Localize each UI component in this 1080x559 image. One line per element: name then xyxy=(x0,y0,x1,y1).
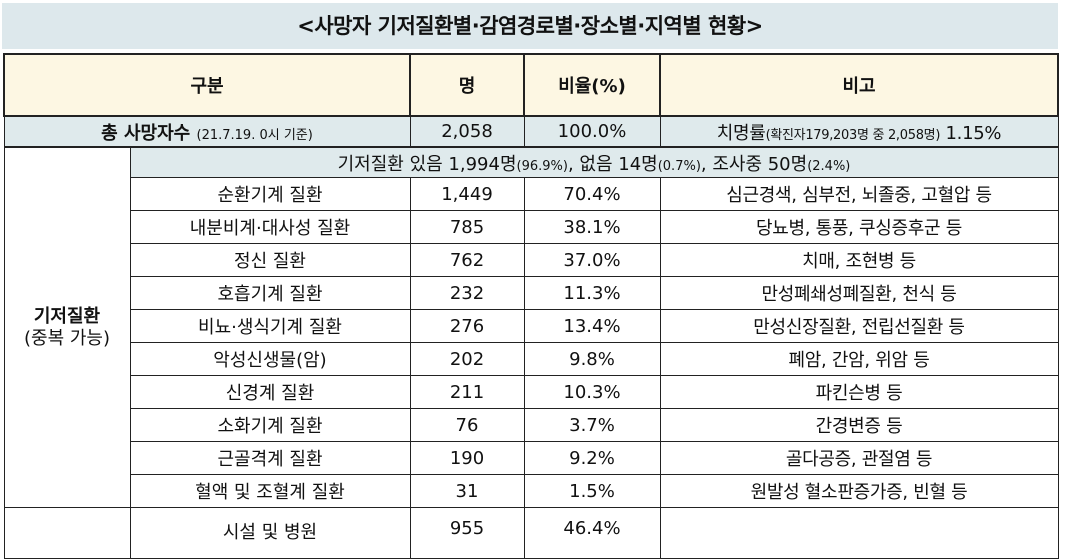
condition-ratio: 37.0% xyxy=(523,243,661,277)
condition-name: 호흡기계 질환 xyxy=(129,276,411,310)
underlying-group-title: 기저질환 xyxy=(33,305,101,327)
total-deaths-count: 2,058 xyxy=(409,115,525,148)
condition-count: 1,449 xyxy=(409,177,525,211)
fatality-rate-label: 치명률 xyxy=(716,122,766,144)
table-row: 혈액 및 조혈계 질환 31 1.5% 원발성 혈소판증가증, 빈혈 등 xyxy=(4,474,1059,508)
condition-count: 31 xyxy=(409,474,525,508)
condition-name: 근골격계 질환 xyxy=(129,441,411,475)
table-row: 신경계 질환 211 10.3% 파킨슨병 등 xyxy=(4,375,1059,409)
condition-name: 순환기계 질환 xyxy=(129,177,411,211)
underlying-group-label: 기저질환 (중복 가능) xyxy=(3,146,131,508)
header-note: 비고 xyxy=(659,53,1059,117)
condition-note: 당뇨병, 통풍, 쿠싱증후군 등 xyxy=(659,210,1059,244)
table-row: 악성신생물(암) 202 9.8% 폐암, 간암, 위암 등 xyxy=(4,342,1059,376)
condition-count: 190 xyxy=(409,441,525,475)
summary-with-condition-pct: (96.9%) xyxy=(516,158,568,174)
condition-ratio: 11.3% xyxy=(523,276,661,310)
condition-ratio: 13.4% xyxy=(523,309,661,343)
place-note xyxy=(659,507,1059,559)
table-row: 소화기계 질환 76 3.7% 간경변증 등 xyxy=(4,408,1059,442)
condition-note: 만성신장질환, 전립선질환 등 xyxy=(659,309,1059,343)
condition-note: 치매, 조현병 등 xyxy=(659,243,1059,277)
table-row: 호흡기계 질환 232 11.3% 만성폐쇄성폐질환, 천식 등 xyxy=(4,276,1059,310)
header-count: 명 xyxy=(409,53,525,117)
fatality-rate-detail: (확진자179,203명 중 2,058명) xyxy=(765,127,941,143)
condition-name: 악성신생물(암) xyxy=(129,342,411,376)
condition-count: 762 xyxy=(409,243,525,277)
place-name: 시설 및 병원 xyxy=(129,507,411,559)
table-row: 시설 및 병원 955 46.4% xyxy=(3,507,1059,559)
condition-name: 신경계 질환 xyxy=(129,375,411,409)
condition-name: 소화기계 질환 xyxy=(129,408,411,442)
condition-note: 원발성 혈소판증가증, 빈혈 등 xyxy=(659,474,1059,508)
total-deaths-row: 총 사망자수 (21.7.19. 0시 기준) 2,058 100.0% 치명률… xyxy=(3,115,1059,148)
place-ratio: 46.4% xyxy=(523,507,661,559)
next-group-label xyxy=(3,507,131,559)
condition-count: 76 xyxy=(409,408,525,442)
condition-ratio: 10.3% xyxy=(523,375,661,409)
header-ratio: 비율(%) xyxy=(523,53,661,117)
table-row: 비뇨·생식기계 질환 276 13.4% 만성신장질환, 전립선질환 등 xyxy=(4,309,1059,343)
table-row: 내분비계·대사성 질환 785 38.1% 당뇨병, 통풍, 쿠싱증후군 등 xyxy=(4,210,1059,244)
condition-ratio: 38.1% xyxy=(523,210,661,244)
summary-investigating-pct: (2.4%) xyxy=(807,158,851,174)
summary-with-condition: 기저질환 있음 1,994명 xyxy=(337,153,517,175)
total-deaths-date: (21.7.19. 0시 기준) xyxy=(196,127,313,143)
total-deaths-text: 총 사망자수 xyxy=(101,122,191,144)
table-header-row: 구분 명 비율(%) 비고 xyxy=(3,53,1059,117)
condition-count: 232 xyxy=(409,276,525,310)
condition-ratio: 9.8% xyxy=(523,342,661,376)
total-deaths-ratio: 100.0% xyxy=(523,115,661,148)
summary-investigating: , 조사중 50명 xyxy=(700,153,808,175)
condition-name: 정신 질환 xyxy=(129,243,411,277)
underlying-summary: 기저질환 있음 1,994명(96.9%), 없음 14명(0.7%), 조사중… xyxy=(129,146,1059,178)
summary-without-condition: , 없음 14명 xyxy=(567,153,658,175)
condition-note: 골다공증, 관절염 등 xyxy=(659,441,1059,475)
condition-note: 만성폐쇄성폐질환, 천식 등 xyxy=(659,276,1059,310)
condition-note: 파킨슨병 등 xyxy=(659,375,1059,409)
condition-note: 간경변증 등 xyxy=(659,408,1059,442)
condition-ratio: 1.5% xyxy=(523,474,661,508)
condition-count: 276 xyxy=(409,309,525,343)
total-deaths-label: 총 사망자수 (21.7.19. 0시 기준) xyxy=(3,115,411,148)
header-category: 구분 xyxy=(3,53,411,117)
fatality-rate-value: 1.15% xyxy=(945,122,1002,144)
fatality-rate-note: 치명률(확진자179,203명 중 2,058명) 1.15% xyxy=(659,115,1059,148)
page-title: <사망자 기저질환별·감염경로별·장소별·지역별 현황> xyxy=(2,3,1058,49)
underlying-group-subtitle: (중복 가능) xyxy=(23,327,110,349)
condition-count: 211 xyxy=(409,375,525,409)
table-row: 근골격계 질환 190 9.2% 골다공증, 관절염 등 xyxy=(4,441,1059,475)
condition-name: 내분비계·대사성 질환 xyxy=(129,210,411,244)
condition-ratio: 9.2% xyxy=(523,441,661,475)
condition-ratio: 70.4% xyxy=(523,177,661,211)
condition-note: 폐암, 간암, 위암 등 xyxy=(659,342,1059,376)
summary-without-condition-pct: (0.7%) xyxy=(657,158,701,174)
table-row: 순환기계 질환 1,449 70.4% 심근경색, 심부전, 뇌졸중, 고혈압 … xyxy=(4,177,1059,211)
condition-note: 심근경색, 심부전, 뇌졸중, 고혈압 등 xyxy=(659,177,1059,211)
condition-name: 비뇨·생식기계 질환 xyxy=(129,309,411,343)
condition-name: 혈액 및 조혈계 질환 xyxy=(129,474,411,508)
condition-count: 785 xyxy=(409,210,525,244)
condition-count: 202 xyxy=(409,342,525,376)
underlying-summary-row: 기저질환 (중복 가능) 기저질환 있음 1,994명(96.9%), 없음 1… xyxy=(3,146,1059,508)
table-row: 정신 질환 762 37.0% 치매, 조현병 등 xyxy=(4,243,1059,277)
death-statistics-table: 구분 명 비율(%) 비고 총 사망자수 (21.7.19. 0시 기준) 2,… xyxy=(3,53,1059,559)
condition-ratio: 3.7% xyxy=(523,408,661,442)
place-count: 955 xyxy=(409,507,525,559)
